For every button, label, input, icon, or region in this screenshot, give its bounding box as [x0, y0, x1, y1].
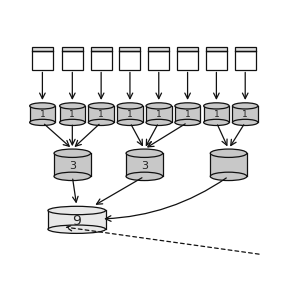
Ellipse shape — [210, 149, 247, 157]
Bar — [126, 153, 163, 176]
Bar — [204, 106, 229, 122]
Bar — [235, 51, 256, 69]
Text: 1: 1 — [69, 110, 75, 120]
Text: 3: 3 — [141, 161, 148, 171]
Ellipse shape — [175, 103, 200, 109]
Ellipse shape — [88, 103, 114, 109]
Text: 9: 9 — [72, 214, 81, 228]
Bar — [62, 51, 83, 69]
Text: 1: 1 — [127, 110, 133, 120]
Bar — [117, 106, 143, 122]
Ellipse shape — [146, 103, 172, 109]
Text: 1: 1 — [185, 110, 190, 120]
Ellipse shape — [117, 103, 143, 109]
Ellipse shape — [204, 119, 229, 126]
Ellipse shape — [88, 119, 114, 126]
Ellipse shape — [48, 206, 106, 215]
Bar — [32, 51, 53, 69]
Bar — [148, 51, 169, 69]
Bar — [210, 153, 247, 176]
Ellipse shape — [59, 103, 85, 109]
Text: 1: 1 — [156, 110, 162, 120]
Ellipse shape — [210, 172, 247, 180]
Ellipse shape — [54, 172, 91, 180]
Bar — [206, 51, 227, 69]
Text: 1: 1 — [39, 110, 45, 120]
Bar — [30, 106, 55, 122]
Bar — [120, 51, 140, 69]
Ellipse shape — [204, 103, 229, 109]
Bar — [235, 47, 256, 51]
Ellipse shape — [59, 119, 85, 126]
Bar — [175, 106, 200, 122]
Text: 3: 3 — [69, 161, 76, 171]
Bar — [206, 47, 227, 51]
Ellipse shape — [126, 149, 163, 157]
Ellipse shape — [117, 119, 143, 126]
Ellipse shape — [30, 119, 55, 126]
Bar — [62, 47, 83, 51]
Ellipse shape — [233, 103, 258, 109]
Bar — [120, 47, 140, 51]
Bar — [32, 47, 53, 51]
Bar — [177, 47, 198, 51]
Text: 1: 1 — [98, 110, 104, 120]
Ellipse shape — [30, 103, 55, 109]
Ellipse shape — [126, 172, 163, 180]
Bar — [148, 47, 169, 51]
Bar — [91, 47, 112, 51]
Text: 1: 1 — [214, 110, 219, 120]
Ellipse shape — [48, 225, 106, 233]
Bar — [233, 106, 258, 122]
Ellipse shape — [54, 149, 91, 157]
Text: 1: 1 — [242, 110, 248, 120]
Bar — [48, 210, 106, 229]
Bar — [91, 51, 112, 69]
Ellipse shape — [146, 119, 172, 126]
Bar — [54, 153, 91, 176]
Ellipse shape — [175, 119, 200, 126]
Ellipse shape — [233, 119, 258, 126]
Bar — [59, 106, 85, 122]
Bar — [177, 51, 198, 69]
Bar — [88, 106, 114, 122]
Bar — [146, 106, 172, 122]
